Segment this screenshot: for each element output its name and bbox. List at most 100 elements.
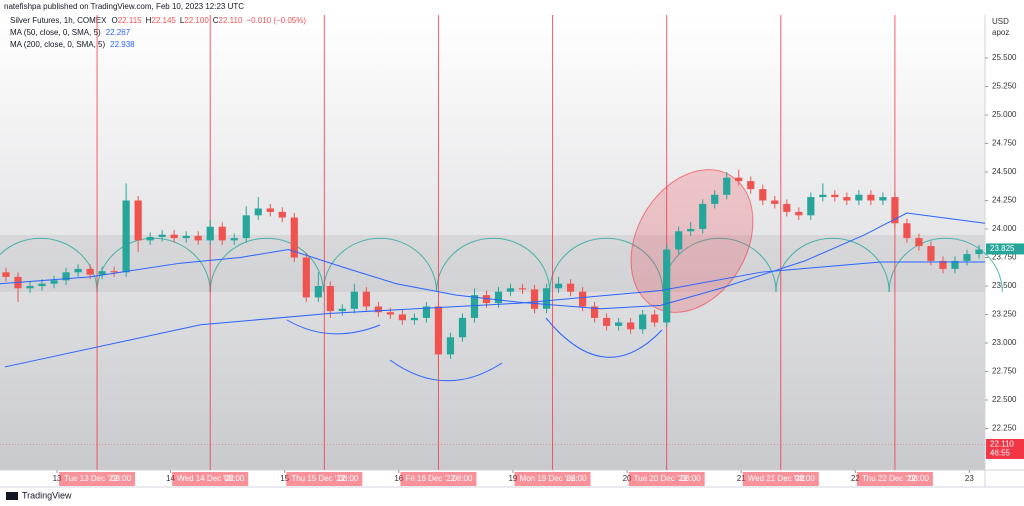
candle-body: [975, 249, 983, 255]
y-tick-label: 23.250: [992, 310, 1017, 319]
arc-drawing: [545, 317, 663, 358]
price-tag: [986, 243, 1024, 255]
candle-body: [134, 200, 142, 241]
footer-brand: TradingView: [22, 490, 72, 500]
y-tick-label: 22.250: [992, 424, 1017, 433]
candle-body: [939, 260, 947, 269]
arc-drawing: [286, 319, 381, 335]
y-tick-label: 24.250: [992, 196, 1017, 205]
candle-body: [230, 238, 238, 241]
candle-body: [591, 306, 599, 318]
candle-body: [338, 308, 346, 312]
candle-body: [783, 203, 791, 212]
ohlc-value: 22.115: [118, 16, 142, 25]
y-tick-label: 25.000: [992, 110, 1017, 119]
legend-value: 22.938: [110, 40, 135, 49]
candle-body: [254, 208, 262, 216]
candle-body: [374, 306, 382, 313]
y-tick-label: 23.000: [992, 338, 1017, 347]
candle-body: [530, 289, 539, 309]
ohlc-value: 22.110: [219, 16, 243, 25]
candle-body: [494, 291, 503, 304]
marker-time: 08:00: [224, 474, 245, 483]
ohlc-label: H: [146, 16, 152, 25]
legend-title: Silver Futures, 1h, COMEX: [10, 16, 107, 25]
candle-body: [554, 283, 563, 289]
candle-body: [278, 211, 286, 218]
ohlc-label: L: [180, 16, 185, 25]
price-tag-label: 22.110: [990, 440, 1014, 449]
x-tick-label: 14: [166, 474, 175, 483]
ellipse-drawing: [630, 169, 754, 313]
y-tick-label: 24.500: [992, 167, 1017, 176]
candle-body: [735, 177, 743, 182]
marker-tag: [856, 472, 933, 486]
candle-body: [963, 254, 971, 261]
x-tick-label: 20: [623, 474, 632, 483]
candle-body: [326, 285, 334, 312]
price-tag-countdown: 46:55: [990, 449, 1011, 458]
y-tick-label: 23.750: [992, 253, 1017, 262]
candle-body: [819, 194, 827, 198]
marker-time: 08:00: [681, 474, 702, 483]
candle-body: [615, 322, 623, 326]
candle-body: [891, 197, 899, 224]
candle-body: [182, 235, 190, 239]
candle-body: [651, 314, 659, 323]
candle-body: [290, 217, 298, 258]
candle-body: [506, 288, 515, 292]
x-tick-label: 19: [508, 474, 517, 483]
axis-note: apoz: [992, 28, 1009, 37]
x-tick-label: 23: [965, 474, 974, 483]
candle-body: [194, 235, 202, 241]
brand-logo: [6, 492, 18, 500]
candle-body: [386, 312, 394, 315]
candle-body: [26, 285, 34, 289]
ohlc-label: C: [213, 16, 219, 25]
candle-body: [122, 200, 130, 273]
y-tick-label: 24.750: [992, 139, 1017, 148]
candle-body: [482, 295, 491, 304]
marker-tag: [59, 472, 136, 486]
shaded-band: [0, 235, 985, 292]
candle-body: [458, 317, 467, 338]
y-tick-label: 23.500: [992, 281, 1017, 290]
candle-body: [675, 231, 683, 250]
marker-label: Fri 16 Dec '22: [405, 474, 455, 483]
ohlc-value: 22.145: [151, 16, 176, 25]
candle-body: [771, 200, 779, 204]
candle-body: [74, 268, 82, 273]
candle-body: [663, 249, 671, 323]
marker-label: Tue 20 Dec '22: [634, 474, 688, 483]
plot-background: [0, 15, 985, 470]
candle-body: [747, 181, 755, 190]
marker-tag: [172, 472, 249, 486]
marker-label: Thu 15 Dec '22: [291, 474, 346, 483]
ohlc-value: 22.100: [184, 16, 209, 25]
marker-label: Tue 13 Dec '22: [64, 474, 118, 483]
candle-body: [398, 314, 407, 321]
arc-drawing: [389, 359, 503, 382]
marker-label: Wed 14 Dec '22: [177, 474, 234, 483]
x-tick-label: 15: [280, 474, 289, 483]
arc-drawing: [322, 237, 438, 293]
marker-time: 08:00: [338, 474, 359, 483]
candle-body: [38, 283, 46, 286]
marker-tag: [400, 472, 477, 486]
candle-body: [350, 291, 358, 309]
candle-body: [867, 194, 875, 201]
y-tick-label: 25.500: [992, 53, 1017, 62]
candle-body: [218, 226, 226, 241]
candle-body: [759, 189, 767, 201]
candle-body: [2, 272, 10, 277]
x-tick-label: 21: [737, 474, 746, 483]
arc-drawing: [436, 237, 551, 293]
currency: USD: [992, 17, 1009, 26]
ma-line: [4, 261, 985, 368]
candle-body: [446, 337, 455, 355]
candle-body: [146, 236, 154, 241]
candle-body: [639, 314, 647, 330]
candle-body: [170, 234, 178, 239]
candle-body: [603, 317, 611, 326]
